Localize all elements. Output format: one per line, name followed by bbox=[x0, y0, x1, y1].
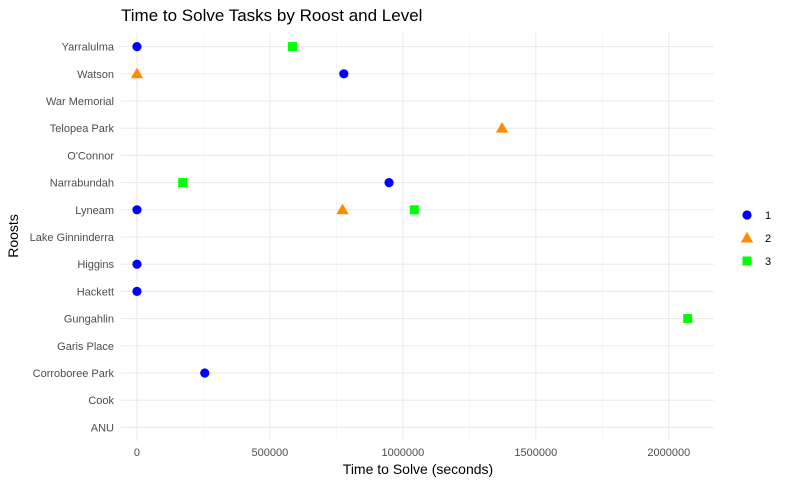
x-tick-label: 0 bbox=[134, 447, 140, 459]
data-point-level-3 bbox=[178, 178, 188, 188]
grid bbox=[121, 33, 714, 441]
y-tick-label: Watson bbox=[77, 69, 114, 81]
x-tick-label: 2000000 bbox=[647, 447, 690, 459]
x-tick-label: 1000000 bbox=[381, 447, 424, 459]
data-point-level-3 bbox=[683, 314, 693, 324]
data-point-level-1 bbox=[132, 205, 142, 215]
y-tick-label: Telopea Park bbox=[50, 123, 115, 135]
chart-title: Time to Solve Tasks by Roost and Level bbox=[121, 6, 422, 25]
x-tick-label: 500000 bbox=[252, 447, 289, 459]
x-tick-label: 1500000 bbox=[514, 447, 557, 459]
data-point-level-1 bbox=[132, 42, 142, 52]
legend-key-2 bbox=[740, 231, 754, 243]
y-tick-label: Garis Place bbox=[57, 341, 114, 353]
data-point-level-1 bbox=[132, 286, 142, 296]
y-tick-label: Gungahlin bbox=[64, 314, 114, 326]
y-tick-label: Higgins bbox=[77, 259, 114, 271]
y-tick-label: Corroboree Park bbox=[33, 368, 115, 380]
data-point-level-1 bbox=[339, 69, 349, 79]
y-tick-label: O'Connor bbox=[67, 150, 114, 162]
data-point-level-2 bbox=[495, 122, 509, 133]
data-points bbox=[130, 42, 693, 378]
data-point-level-3 bbox=[288, 42, 298, 52]
y-tick-label: Hackett bbox=[77, 286, 114, 298]
legend-label: 2 bbox=[765, 233, 771, 245]
legend-label: 3 bbox=[765, 256, 771, 268]
y-tick-label: Yarralulma bbox=[62, 42, 115, 54]
y-tick-label: Narrabundah bbox=[50, 178, 114, 190]
y-tick-label: Lyneam bbox=[75, 205, 114, 217]
legend: 1 2 3 bbox=[740, 210, 771, 268]
x-axis-title: Time to Solve (seconds) bbox=[343, 461, 493, 477]
y-tick-label: ANU bbox=[91, 422, 114, 434]
y-tick-label: Lake Ginninderra bbox=[30, 232, 115, 244]
data-point-level-3 bbox=[409, 205, 419, 215]
x-axis-tick-labels: 0 500000 1000000 1500000 2000000 bbox=[134, 447, 690, 459]
data-point-level-2 bbox=[130, 67, 144, 79]
data-point-level-1 bbox=[200, 368, 210, 378]
legend-label: 1 bbox=[765, 210, 771, 222]
y-axis-title: Roosts bbox=[5, 214, 21, 258]
data-point-level-1 bbox=[132, 259, 142, 269]
data-point-level-1 bbox=[384, 178, 394, 188]
y-axis-tick-labels: ANU Cook Corroboree Park Garis Place Gungahl… bbox=[30, 42, 115, 435]
data-point-level-2 bbox=[336, 203, 349, 215]
y-tick-label: War Memorial bbox=[46, 96, 114, 108]
legend-key-1 bbox=[742, 210, 752, 220]
y-tick-label: Cook bbox=[88, 395, 114, 407]
legend-key-3 bbox=[742, 256, 752, 266]
